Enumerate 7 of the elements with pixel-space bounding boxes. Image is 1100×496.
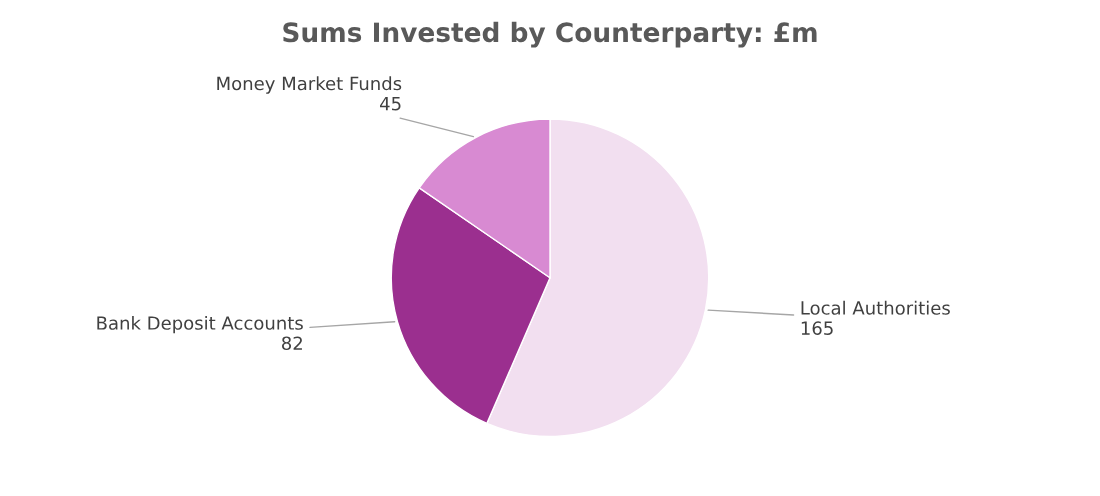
- slice-label: Money Market Funds: [217, 76, 402, 94]
- data-label: 82: [282, 336, 302, 351]
- data-label: 165: [801, 321, 833, 335]
- chart-title: Sums Invested by Counterparty: £m: [283, 21, 817, 48]
- slice-label: Local Authorities: [801, 300, 950, 315]
- slice-label: Bank Deposit Accounts: [97, 315, 303, 334]
- data-label: 45: [380, 97, 401, 111]
